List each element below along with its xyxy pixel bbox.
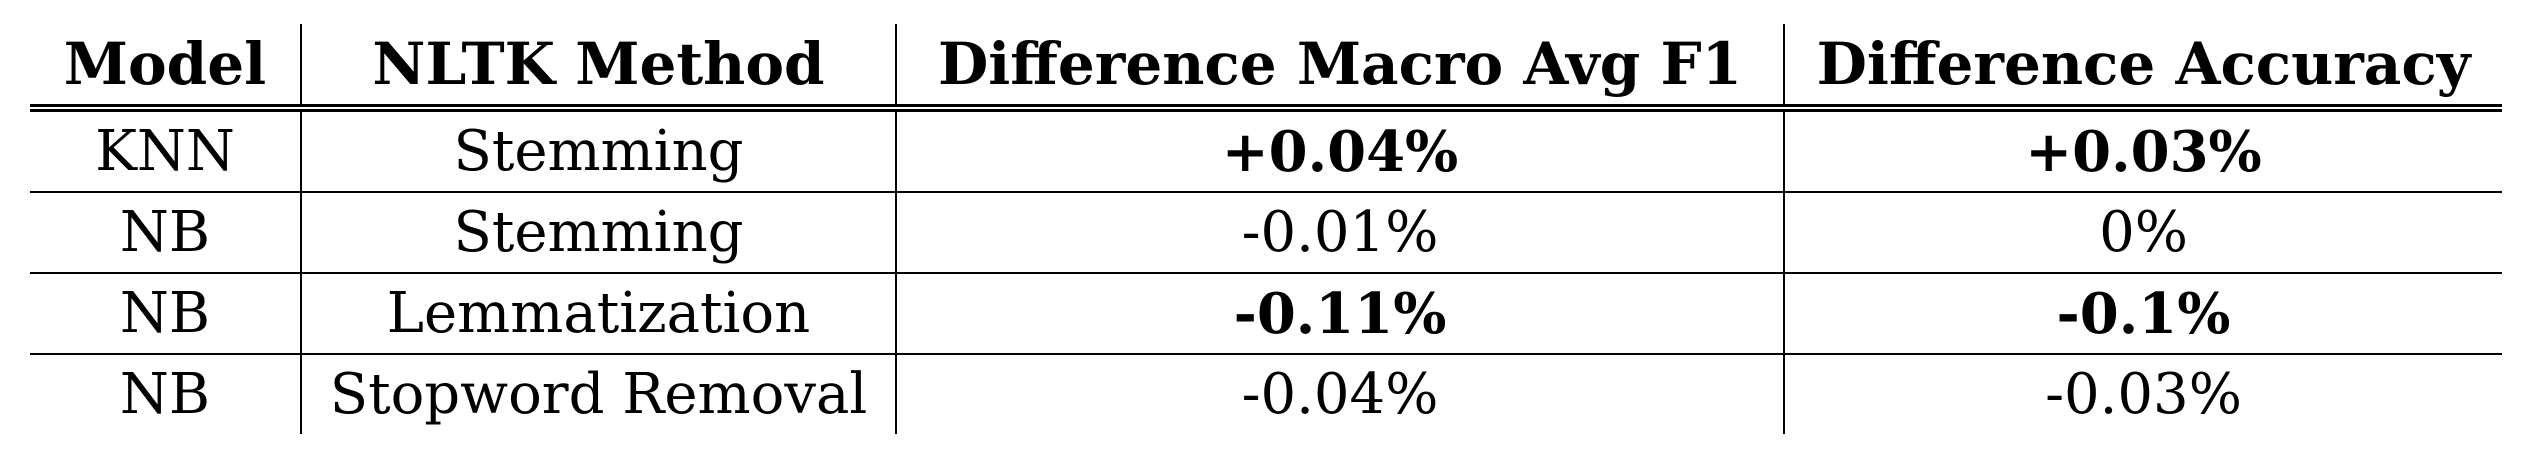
cell-method: Stopword Removal: [300, 353, 896, 434]
cell-method: Stemming: [300, 191, 896, 273]
cell-model: NB: [30, 191, 301, 273]
table-row: NB Stemming -0.01% 0%: [30, 191, 2502, 273]
table-row: KNN Stemming +0.04% +0.03%: [30, 108, 2502, 192]
results-table: Model NLTK Method Difference Macro Avg F…: [30, 24, 2502, 434]
cell-diff-f1: -0.01%: [895, 191, 1784, 273]
cell-diff-accuracy: -0.03%: [1783, 353, 2502, 434]
cell-diff-accuracy: 0%: [1783, 191, 2502, 273]
cell-diff-f1: +0.04%: [895, 108, 1784, 192]
cell-model: NB: [30, 353, 301, 434]
table-header: Model NLTK Method Difference Macro Avg F…: [30, 24, 2502, 112]
cell-diff-f1: -0.04%: [895, 353, 1784, 434]
cell-diff-accuracy: -0.1%: [1783, 272, 2502, 354]
cell-model: KNN: [95, 118, 235, 184]
cell-method: Stemming: [300, 108, 896, 192]
table-row: NB Stopword Removal -0.04% -0.03%: [30, 353, 2502, 434]
header-nltk-method: NLTK Method: [300, 24, 896, 112]
cell-diff-f1: -0.11%: [895, 272, 1784, 354]
table-row: NB Lemmatization -0.11% -0.1%: [30, 272, 2502, 354]
cell-model: NB: [30, 272, 301, 354]
cell-method: Lemmatization: [300, 272, 896, 354]
header-row: Model NLTK Method Difference Macro Avg F…: [30, 24, 2502, 112]
cell-diff-accuracy: +0.03%: [1783, 108, 2502, 192]
header-model: Model: [30, 24, 301, 112]
header-difference-accuracy: Difference Accuracy: [1783, 24, 2502, 112]
table-body: KNN Stemming +0.04% +0.03% NB Stemming -…: [30, 108, 2502, 434]
header-difference-macro-avg-f1: Difference Macro Avg F1: [895, 24, 1784, 112]
